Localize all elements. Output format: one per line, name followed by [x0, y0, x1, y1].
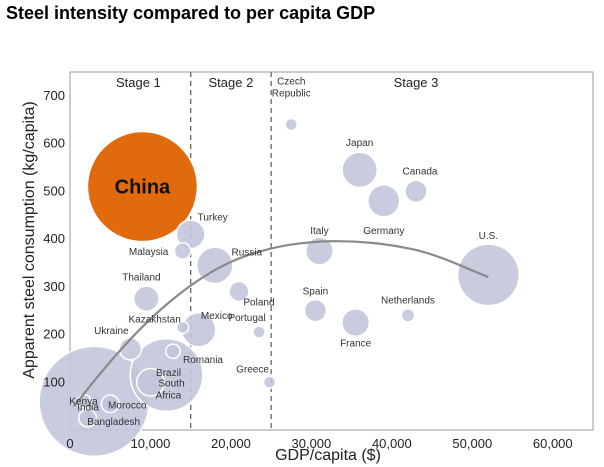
y-tick-500: 500: [43, 183, 65, 198]
label-poland: Poland: [243, 298, 274, 309]
label-brazil: Brazil: [156, 368, 181, 379]
bubble-netherlands: [400, 308, 416, 323]
label-italy: Italy: [310, 226, 328, 237]
label-south-africa-line-1: South: [158, 378, 184, 389]
x-tick-10000: 10,000: [131, 436, 171, 451]
label-u-s: U.S.: [479, 231, 498, 242]
stage-labels: Stage 1 Stage 2 Stage 3: [116, 75, 438, 90]
trend-curve: [73, 240, 489, 407]
x-tick-30000: 30,000: [292, 436, 332, 451]
y-tick-200: 200: [43, 327, 65, 342]
label-kazakhstan: Kazakhstan: [129, 314, 181, 325]
y-tick-300: 300: [43, 279, 65, 294]
bubble-italy: [304, 236, 334, 266]
trend-line: [73, 240, 489, 407]
bubble-greece: [262, 375, 277, 390]
label-greece: Greece: [236, 364, 269, 375]
label-malaysia: Malaysia: [129, 247, 169, 258]
bubble-canada: [404, 179, 428, 204]
bubble-malaysia: [173, 242, 192, 260]
stage-label-3: Stage 3: [394, 75, 439, 90]
bubble-south-africa: [135, 367, 165, 397]
label-kenya: Kenya: [69, 396, 98, 407]
bubble-spain: [303, 298, 328, 323]
label-czech-republic: Czech Republic: [272, 77, 311, 100]
bubble-germany: [367, 184, 401, 218]
x-tick-0: 0: [66, 436, 73, 451]
label-bangladesh: Bangladesh: [87, 417, 140, 428]
label-spain: Spain: [303, 287, 329, 298]
label-czech-line-2: Republic: [272, 89, 311, 100]
stage-label-2: Stage 2: [209, 75, 254, 90]
label-morocco: Morocco: [108, 401, 147, 412]
x-tick-40000: 40,000: [372, 436, 412, 451]
bubbles: [38, 117, 520, 458]
bubble-china: [86, 130, 199, 243]
y-axis-title: Apparent steel consumption (kg/capita): [21, 101, 38, 378]
plot-frame: [69, 71, 594, 431]
label-turkey: Turkey: [198, 212, 228, 223]
label-china: China: [115, 177, 171, 199]
x-axis-title: GDP/capita ($): [275, 447, 381, 464]
label-czech-line-1: Czech: [277, 77, 305, 88]
label-south-africa: South Africa: [156, 378, 185, 401]
bubble-romania: [165, 343, 181, 360]
plot-border: [69, 71, 594, 431]
bubble-japan: [341, 151, 379, 189]
bubble-czech-republic: [284, 117, 299, 132]
y-axis-ticks: 100 200 300 400 500 600 700: [43, 88, 65, 389]
x-tick-20000: 20,000: [211, 436, 251, 451]
bubble-kazakhstan: [175, 320, 190, 335]
stage-label-1: Stage 1: [116, 75, 161, 90]
label-south-africa-line-2: Africa: [156, 390, 182, 401]
label-germany: Germany: [363, 226, 404, 237]
label-romania: Romania: [183, 355, 223, 366]
label-france: France: [340, 339, 372, 350]
bubble-portugal: [252, 325, 266, 339]
label-ukraine: Ukraine: [94, 326, 129, 337]
x-tick-50000: 50,000: [452, 436, 492, 451]
label-canada: Canada: [402, 166, 437, 177]
label-india: India: [77, 402, 99, 413]
bubble-u-s: [456, 243, 520, 307]
y-tick-700: 700: [43, 88, 65, 103]
label-japan: Japan: [346, 138, 373, 149]
bubble-bangladesh: [78, 408, 98, 428]
label-thailand: Thailand: [122, 273, 160, 284]
y-tick-400: 400: [43, 231, 65, 246]
bubble-france: [341, 308, 371, 338]
x-axis-ticks: 0 10,000 20,000 30,000 40,000 50,000 60,000: [66, 436, 572, 451]
label-netherlands: Netherlands: [381, 295, 435, 306]
bubble-labels: China India Brazil Czech Republic Japan Canada…: [69, 77, 498, 429]
label-portugal: Portugal: [228, 313, 265, 324]
y-tick-600: 600: [43, 136, 65, 151]
bubble-morocco: [100, 394, 120, 414]
bubble-poland: [228, 280, 250, 303]
x-tick-60000: 60,000: [533, 436, 573, 451]
bubble-thailand: [133, 285, 160, 313]
label-russia: Russia: [232, 247, 263, 258]
y-tick-100: 100: [43, 374, 65, 389]
chart-title: Steel intensity compared to per capita G…: [6, 3, 376, 23]
label-mexico: Mexico: [201, 311, 233, 322]
